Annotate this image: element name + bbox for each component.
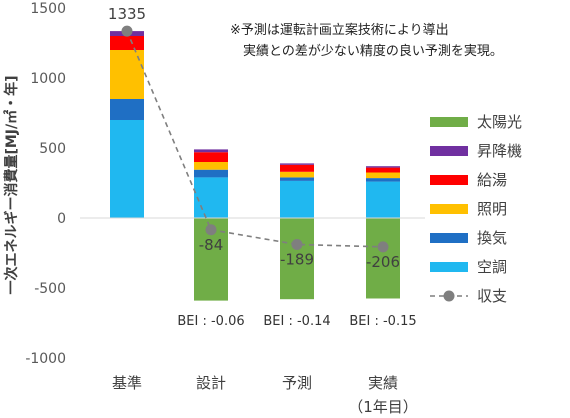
- category-label: 基準: [112, 374, 142, 392]
- annotation-line-1: ※予測は運転計画立案技術により導出: [230, 22, 449, 38]
- bei-label: BEI : -0.06: [177, 314, 244, 329]
- bar-segment: [110, 36, 144, 50]
- balance-point: [121, 25, 133, 37]
- legend-item: 収支: [430, 287, 507, 305]
- legend-label: 給湯: [477, 171, 507, 189]
- bar-segment: [366, 172, 400, 179]
- bar-segment: [280, 163, 314, 165]
- bar-segment: [194, 169, 228, 178]
- bar-segment: [194, 162, 228, 170]
- bar-segment: [280, 180, 314, 218]
- annotation-line-2: 実績との差が少ない精度の良い予測を実現。: [243, 43, 503, 59]
- bei-labels: BEI : -0.06 BEI : -0.14 BEI : -0.15: [177, 314, 416, 329]
- y-tick-label: 500: [39, 141, 66, 157]
- legend-label: 昇降機: [477, 142, 522, 160]
- legend-swatch: [430, 117, 468, 127]
- legend-item: 昇降機: [430, 142, 522, 160]
- balance-line-layer: [121, 25, 389, 253]
- bar-segment: [194, 149, 228, 153]
- bar-segment: [280, 164, 314, 172]
- legend-label: 照明: [477, 200, 507, 218]
- bar-segment: [280, 171, 314, 178]
- data-labels: 1335 -84 -189 -206: [106, 4, 400, 271]
- bar-segment: [110, 120, 144, 218]
- legend-item: 照明: [430, 200, 507, 218]
- data-label: 1335: [108, 5, 146, 23]
- legend-swatch: [430, 262, 468, 272]
- bar-segment: [366, 166, 400, 168]
- legend-item: 太陽光: [430, 113, 522, 131]
- category-label: 予測: [282, 374, 312, 392]
- legend-item: 給湯: [430, 171, 507, 189]
- bar-segment: [194, 177, 228, 218]
- data-label: -84: [199, 236, 224, 254]
- category-sublabel: （1年目）: [348, 398, 418, 416]
- legend-swatch: [430, 146, 468, 156]
- legend-label: 収支: [477, 287, 507, 305]
- y-tick-label: 1000: [30, 71, 66, 87]
- legend-label: 換気: [477, 229, 507, 247]
- legend-swatch: [430, 175, 468, 185]
- legend-item: 換気: [430, 229, 507, 247]
- y-tick-labels: 1500 1000 500 0 -500 -1000: [25, 1, 66, 367]
- bar-segment: [194, 152, 228, 162]
- category-label: 設計: [196, 374, 226, 392]
- bar-segment: [366, 181, 400, 218]
- legend-marker: [443, 290, 455, 302]
- bar-segment: [110, 99, 144, 120]
- category-label: 実績: [368, 374, 398, 392]
- bar-segment: [280, 218, 314, 300]
- bar-segment: [280, 177, 314, 181]
- y-tick-label: 0: [57, 211, 66, 227]
- y-tick-label: 1500: [30, 1, 66, 17]
- balance-point: [377, 241, 389, 253]
- bars-layer: [110, 31, 400, 301]
- bar-segment: [366, 218, 400, 299]
- y-axis-label: 一次エネルギー消費量[MJ/㎡・年]: [3, 75, 20, 294]
- data-label: -206: [366, 253, 400, 271]
- balance-point: [205, 224, 217, 236]
- bar-segment: [366, 167, 400, 173]
- category-labels: 基準 設計 予測 実績 （1年目）: [112, 374, 418, 416]
- y-tick-label: -1000: [25, 351, 66, 367]
- balance-line: [126, 30, 384, 248]
- legend-swatch: [430, 204, 468, 214]
- bar-segment: [366, 178, 400, 182]
- bei-label: BEI : -0.15: [349, 314, 416, 329]
- legend-label: 空調: [477, 258, 507, 276]
- bei-label: BEI : -0.14: [263, 314, 330, 329]
- data-label: -189: [280, 250, 314, 268]
- legend-item: 空調: [430, 258, 507, 276]
- legend-swatch: [430, 233, 468, 243]
- legend-label: 太陽光: [477, 113, 522, 131]
- y-tick-label: -500: [34, 281, 66, 297]
- balance-point: [291, 238, 303, 250]
